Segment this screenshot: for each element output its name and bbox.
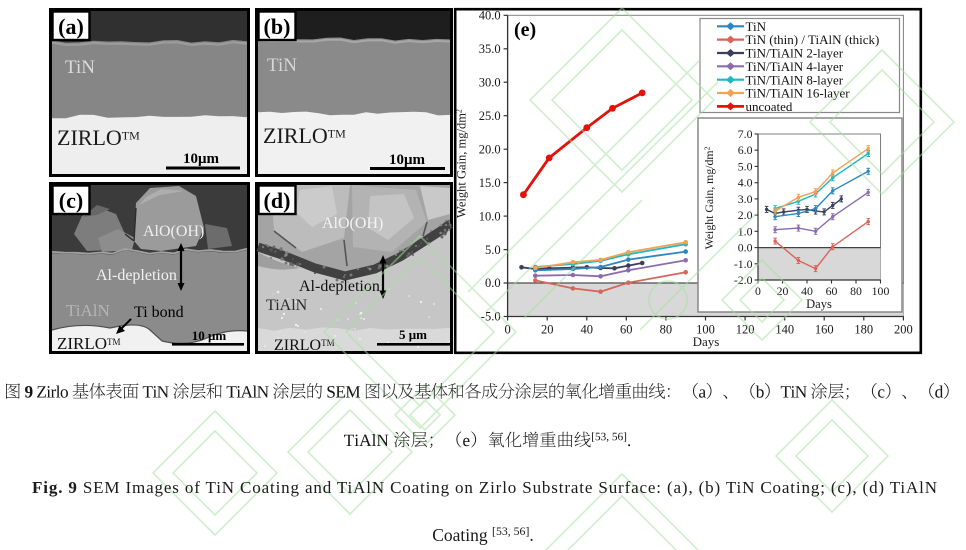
svg-text:(c): (c) — [59, 188, 83, 213]
svg-text:ZIRLOTM: ZIRLOTM — [57, 334, 121, 353]
svg-text:40.0: 40.0 — [479, 9, 501, 23]
svg-text:-5.0: -5.0 — [481, 310, 501, 324]
svg-text:200: 200 — [894, 323, 913, 337]
svg-text:TiN: TiN — [65, 57, 95, 78]
svg-text:5.0: 5.0 — [738, 159, 753, 173]
svg-text:80: 80 — [660, 323, 673, 337]
svg-text:(b): (b) — [264, 14, 291, 39]
svg-text:60: 60 — [620, 323, 633, 337]
svg-text:TiN/TiAlN 4-layer: TiN/TiAlN 4-layer — [746, 59, 844, 74]
svg-text:(e): (e) — [514, 19, 536, 41]
svg-text:TiAlN: TiAlN — [66, 301, 110, 320]
svg-text:TiN (thin) / TiAlN (thick): TiN (thin) / TiAlN (thick) — [746, 32, 880, 47]
svg-text:1.0: 1.0 — [738, 224, 753, 238]
svg-text:180: 180 — [854, 323, 873, 337]
svg-text:40: 40 — [581, 323, 594, 337]
svg-text:2.0: 2.0 — [738, 208, 753, 222]
svg-text:TiN: TiN — [267, 55, 297, 76]
svg-text:Al-depletion: Al-depletion — [299, 278, 380, 295]
svg-text:Coating [53, 56].: Coating [53, 56]. — [432, 524, 534, 545]
svg-text:Days: Days — [806, 297, 832, 311]
svg-text:6.0: 6.0 — [738, 143, 753, 157]
svg-text:(a): (a) — [58, 14, 84, 39]
svg-text:3.0: 3.0 — [738, 192, 753, 206]
svg-text:40: 40 — [801, 284, 813, 298]
svg-text:20.0: 20.0 — [479, 142, 501, 156]
svg-text:uncoated: uncoated — [746, 99, 793, 114]
svg-text:0.0: 0.0 — [738, 241, 753, 255]
svg-text:10μm: 10μm — [389, 152, 426, 168]
svg-text:120: 120 — [736, 323, 755, 337]
svg-text:10.0: 10.0 — [479, 209, 501, 223]
svg-text:7.0: 7.0 — [738, 127, 753, 141]
svg-text:80: 80 — [850, 284, 862, 298]
svg-text:35.0: 35.0 — [479, 42, 501, 56]
svg-text:Fig. 9 SEM Images of TiN Coati: Fig. 9 SEM Images of TiN Coating and TiA… — [32, 478, 937, 497]
svg-text:Weight Gain, mg/dm2: Weight Gain, mg/dm2 — [702, 146, 716, 249]
svg-text:5 μm: 5 μm — [399, 327, 427, 342]
svg-text:ZIRLOTM: ZIRLOTM — [274, 337, 335, 354]
svg-text:20: 20 — [777, 284, 789, 298]
svg-text:0.0: 0.0 — [485, 276, 501, 290]
svg-text:TiN/TiAlN 2-layer: TiN/TiAlN 2-layer — [746, 46, 844, 61]
svg-text:20: 20 — [541, 323, 554, 337]
svg-text:15.0: 15.0 — [479, 176, 501, 190]
svg-text:10 μm: 10 μm — [192, 328, 227, 343]
svg-text:Weight Gain, mg/dm2: Weight Gain, mg/dm2 — [455, 109, 469, 218]
svg-text:0: 0 — [504, 323, 510, 337]
svg-text:-1.0: -1.0 — [734, 257, 753, 271]
svg-text:ZIRLOTM: ZIRLOTM — [263, 123, 346, 148]
svg-text:TiN/TiAlN 8-layer: TiN/TiAlN 8-layer — [746, 72, 844, 87]
svg-text:30.0: 30.0 — [479, 75, 501, 89]
svg-text:4.0: 4.0 — [738, 176, 753, 190]
svg-text:0: 0 — [755, 284, 761, 298]
svg-text:Ti bond: Ti bond — [134, 304, 184, 321]
svg-text:(d): (d) — [264, 188, 291, 213]
svg-text:TiAlN: TiAlN — [266, 297, 308, 314]
svg-text:160: 160 — [815, 323, 834, 337]
svg-text:AlO(OH): AlO(OH) — [322, 215, 383, 232]
svg-text:5.0: 5.0 — [485, 243, 501, 257]
svg-text:25.0: 25.0 — [479, 109, 501, 123]
svg-text:100: 100 — [696, 323, 715, 337]
svg-text:Al-depletion: Al-depletion — [96, 267, 177, 284]
svg-text:TiN: TiN — [746, 19, 767, 34]
svg-text:60: 60 — [826, 284, 838, 298]
svg-text:AlO(OH): AlO(OH) — [143, 223, 204, 240]
svg-text:Days: Days — [693, 334, 720, 349]
svg-text:140: 140 — [775, 323, 794, 337]
svg-text:10μm: 10μm — [183, 151, 220, 167]
svg-text:TiN/TiAlN 16-layer: TiN/TiAlN 16-layer — [746, 86, 851, 101]
svg-text:100: 100 — [872, 284, 890, 298]
